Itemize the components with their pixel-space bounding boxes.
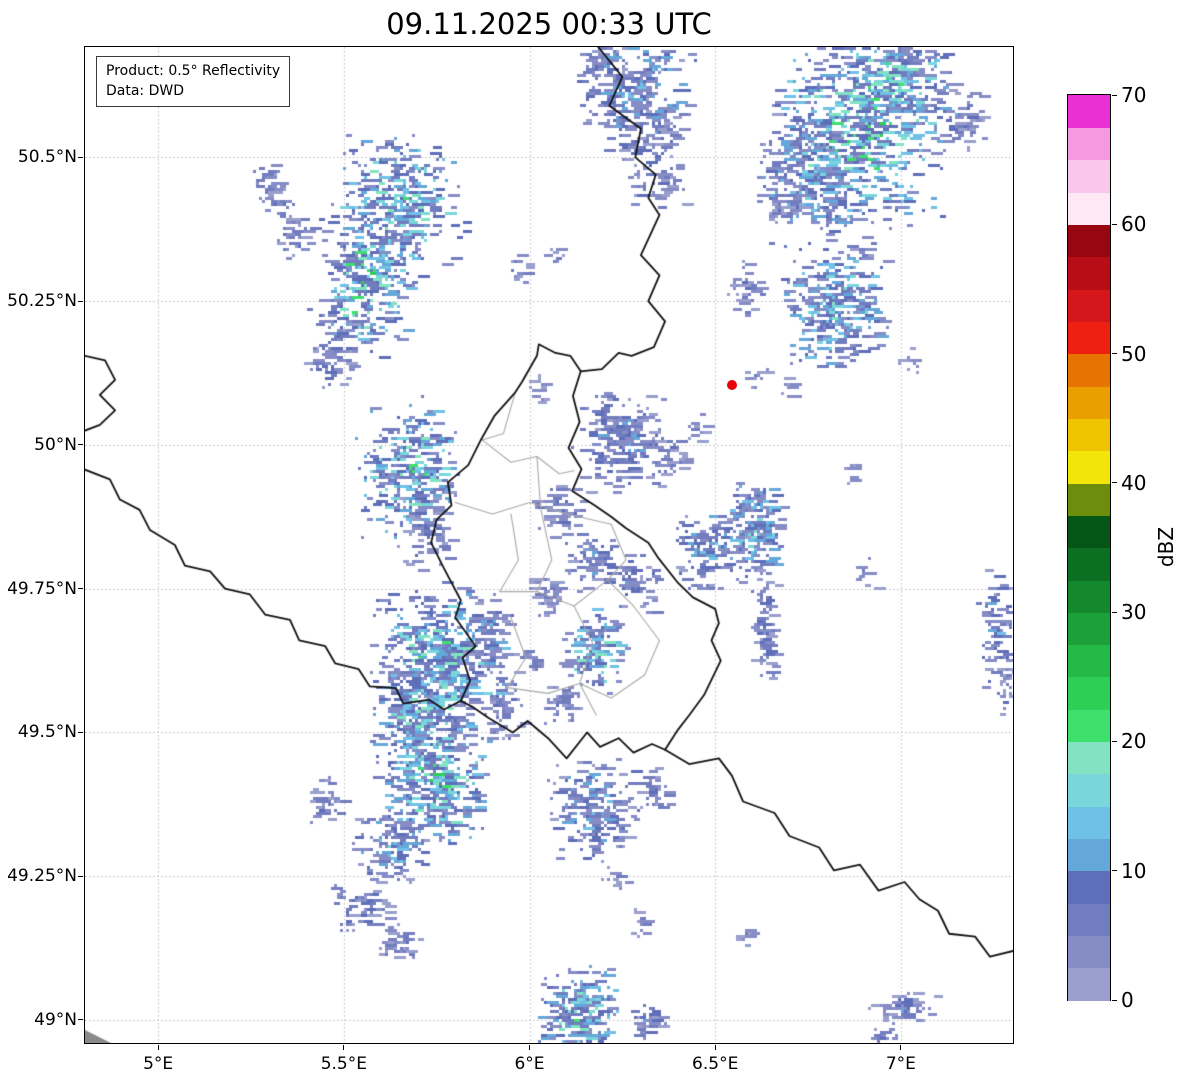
colorbar-segment	[1068, 127, 1110, 161]
colorbar-segment	[1068, 353, 1110, 387]
y-tick-mark	[78, 1019, 83, 1021]
colorbar-tick-mark	[1112, 611, 1117, 613]
colorbar-segment	[1068, 224, 1110, 258]
colorbar-segment	[1068, 321, 1110, 355]
y-tick-label: 50.5°N	[17, 147, 77, 168]
y-tick-mark	[78, 731, 83, 733]
colorbar-segment	[1068, 644, 1110, 678]
colorbar-tick-mark	[1112, 870, 1117, 872]
colorbar-segment	[1068, 159, 1110, 193]
x-tick-label: 6°E	[514, 1054, 545, 1074]
colorbar-segment	[1068, 870, 1110, 904]
colorbar-tick-label: 50	[1121, 341, 1147, 366]
colorbar-segment	[1068, 191, 1110, 225]
x-tick-mark	[343, 1045, 345, 1050]
plot-frame: Product: 0.5° Reflectivity Data: DWD	[84, 46, 1014, 1044]
colorbar-segment	[1068, 515, 1110, 549]
colorbar-segment	[1068, 418, 1110, 452]
colorbar-tick-mark	[1112, 353, 1117, 355]
colorbar-segment	[1068, 903, 1110, 937]
colorbar-segment	[1068, 838, 1110, 872]
colorbar-tick-mark	[1112, 482, 1117, 484]
colorbar-segment	[1068, 288, 1110, 322]
x-tick-label: 6.5°E	[692, 1054, 739, 1074]
colorbar-tick-label: 60	[1121, 212, 1147, 237]
colorbar-segment	[1068, 741, 1110, 775]
colorbar-tick-mark	[1112, 223, 1117, 225]
x-tick-mark	[900, 1045, 902, 1050]
x-tick-mark	[714, 1045, 716, 1050]
x-tick-label: 5°E	[143, 1054, 174, 1074]
y-tick-label: 49.25°N	[7, 866, 77, 887]
colorbar-segment	[1068, 806, 1110, 840]
annotation-product: Product: 0.5° Reflectivity	[106, 63, 281, 79]
colorbar-segment	[1068, 95, 1110, 129]
y-tick-mark	[78, 156, 83, 158]
colorbar-tick-label: 70	[1121, 83, 1147, 107]
colorbar	[1067, 94, 1111, 1001]
colorbar-segment	[1068, 547, 1110, 581]
y-tick-mark	[78, 300, 83, 302]
colorbar-tick-label: 30	[1121, 600, 1147, 625]
colorbar-segment	[1068, 482, 1110, 516]
y-tick-mark	[78, 875, 83, 877]
colorbar-segment	[1068, 385, 1110, 419]
colorbar-segment	[1068, 579, 1110, 613]
y-tick-label: 50.25°N	[7, 291, 77, 312]
radar-site-marker	[726, 379, 737, 390]
y-tick-label: 49.5°N	[17, 722, 77, 743]
colorbar-segment	[1068, 967, 1110, 1001]
colorbar-tick-label: 40	[1121, 470, 1147, 495]
y-tick-label: 49.75°N	[7, 578, 77, 599]
y-tick-mark	[78, 588, 83, 590]
colorbar-segment	[1068, 612, 1110, 646]
annotation-box: Product: 0.5° Reflectivity Data: DWD	[96, 56, 291, 107]
y-tick-label: 49°N	[34, 1009, 77, 1030]
colorbar-tick-mark	[1112, 740, 1117, 742]
plot-title: 09.11.2025 00:33 UTC	[386, 7, 712, 41]
colorbar-segment	[1068, 256, 1110, 290]
colorbar-tick-mark	[1112, 94, 1117, 96]
colorbar-segment	[1068, 709, 1110, 743]
colorbar-segment	[1068, 676, 1110, 710]
x-tick-mark	[157, 1045, 159, 1050]
colorbar-segment	[1068, 773, 1110, 807]
colorbar-unit-label: dBZ	[1154, 526, 1178, 568]
y-tick-label: 50°N	[34, 434, 77, 455]
colorbar-segment	[1068, 450, 1110, 484]
colorbar-segment	[1068, 935, 1110, 969]
annotation-source: Data: DWD	[106, 83, 184, 100]
colorbar-tick-mark	[1112, 999, 1117, 1001]
x-tick-label: 5.5°E	[320, 1054, 367, 1074]
colorbar-tick-label: 10	[1121, 858, 1147, 883]
colorbar-tick-label: 0	[1121, 988, 1134, 1012]
y-tick-mark	[78, 444, 83, 446]
x-tick-mark	[529, 1045, 530, 1050]
radar-map-canvas	[85, 47, 1013, 1043]
colorbar-tick-label: 20	[1121, 729, 1147, 754]
x-tick-label: 7°E	[885, 1054, 916, 1074]
